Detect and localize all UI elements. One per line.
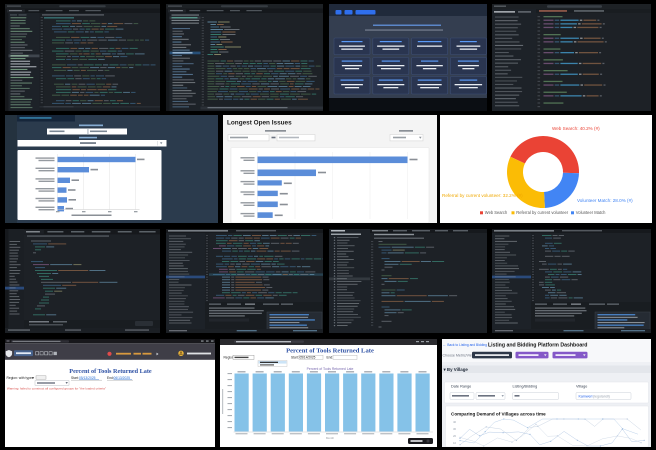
svg-text:Listing and Bidding Platform D: Listing and Bidding Platform Dashboard — [488, 343, 587, 349]
svg-text:Percent of Tools Returned Late: Percent of Tools Returned Late — [69, 368, 152, 375]
svg-text:Date Range: Date Range — [451, 384, 471, 388]
svg-text:Comparing Demand of Villages a: Comparing Demand of Villages across time — [451, 412, 546, 417]
svg-text:40: 40 — [453, 420, 457, 424]
svg-text:Choose Metric/View: Choose Metric/View — [443, 354, 475, 358]
svg-text:Longest Open Issues: Longest Open Issues — [227, 120, 292, 127]
svg-text:Volunteer Match: 28.0% (#): Volunteer Match: 28.0% (#) — [577, 198, 633, 203]
svg-text:Referral by current volunteer: Referral by current volunteer — [516, 210, 569, 215]
svg-text:End:: End: — [327, 356, 334, 360]
svg-text:Kamweri: Kamweri — [579, 394, 593, 398]
svg-text:Percent of Tools Returned Late: Percent of Tools Returned Late — [286, 348, 374, 355]
svg-text:← Back to Listing and Bidding: ← Back to Listing and Bidding — [443, 343, 487, 347]
svg-text:(legolandi): (legolandi) — [593, 394, 610, 398]
svg-text:Region: with types: Region: with types — [7, 376, 34, 380]
svg-text:10: 10 — [453, 441, 457, 445]
svg-text:Referral by current volunteer:: Referral by current volunteer: 32.2% (#) — [442, 193, 523, 198]
svg-text:Web Search: Web Search — [485, 210, 508, 215]
svg-text:Warning: failed to construct a: Warning: failed to construct all configu… — [7, 387, 106, 391]
svg-text:Volunteer Match: Volunteer Match — [576, 210, 606, 215]
svg-text:Month: Month — [326, 436, 335, 440]
svg-text:20: 20 — [453, 434, 457, 438]
svg-text:Start: 05/14/2025: Start: 05/14/2025 — [291, 356, 316, 360]
svg-text:06/13/2025: 06/13/2025 — [114, 376, 131, 380]
svg-text:Listing/Bidding: Listing/Bidding — [513, 384, 538, 388]
svg-text:▾ By Village: ▾ By Village — [443, 367, 469, 372]
svg-text:Village: Village — [576, 384, 587, 388]
svg-text:30: 30 — [453, 427, 457, 431]
svg-text:Percent of Tools Returned Late: Percent of Tools Returned Late — [307, 367, 354, 371]
svg-text:Start:: Start: — [71, 376, 79, 380]
svg-text:Region: Region — [224, 356, 234, 360]
svg-text:End:: End: — [107, 376, 114, 380]
svg-text:05/13/2025: 05/13/2025 — [79, 376, 96, 380]
svg-text:Web Search: 40.2% (#): Web Search: 40.2% (#) — [552, 126, 600, 131]
